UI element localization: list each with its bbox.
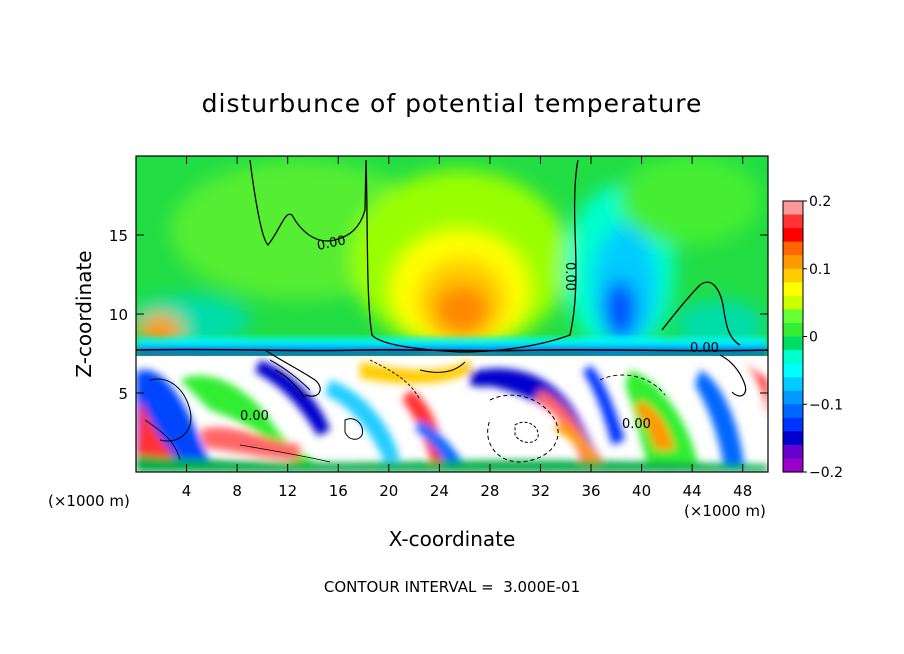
- chart-title: disturbunce of potential temperature: [202, 89, 703, 118]
- colorbar-segment: [783, 390, 803, 405]
- x-tick-label: 28: [480, 482, 499, 500]
- contour-zero-right: [661, 281, 741, 346]
- colorbar-segment: [783, 458, 803, 473]
- x-tick-label: 36: [581, 482, 600, 500]
- x-tick-label: 32: [531, 482, 550, 500]
- colorbar-segment: [783, 322, 803, 338]
- interface-bands: [136, 338, 768, 355]
- colorbar-ticks: 0.2 0.1 0 −0.1 −0.2: [803, 194, 843, 481]
- colorbar-segment: [783, 295, 803, 310]
- upper-field: [136, 156, 765, 355]
- x-axis-ticks: 4 8 12 16 20 24 28 32 36 40 44 48: [182, 156, 752, 500]
- x-tick-label: 8: [232, 482, 242, 500]
- colorbar-segment: [783, 336, 803, 351]
- colorbar-segment: [783, 350, 803, 365]
- y-axis-label: Z-coordinate: [72, 250, 96, 377]
- colorbar-segment: [783, 377, 803, 392]
- colorbar: [782, 200, 804, 473]
- x-axis-unit-left: (×1000 m): [48, 492, 130, 510]
- contour-interface: [136, 348, 768, 352]
- colorbar-segment: [783, 201, 803, 216]
- colorbar-segment: [783, 268, 803, 283]
- x-tick-label: 44: [683, 482, 702, 500]
- x-tick-label: 12: [278, 482, 297, 500]
- x-tick-label: 24: [430, 482, 449, 500]
- colorbar-segment: [783, 282, 803, 297]
- colorbar-segment: [783, 241, 803, 256]
- colorbar-tick-label: 0: [809, 330, 818, 346]
- colorbar-segment: [783, 228, 803, 243]
- contour-label-group: 0.00 0.00 0.00 0.00 0.00: [240, 233, 719, 432]
- colorbar-segment: [783, 404, 803, 419]
- colorbar-segment: [783, 255, 803, 270]
- x-tick-label: 48: [733, 482, 752, 500]
- contour-interval-note: CONTOUR INTERVAL = 3.000E-01: [324, 578, 580, 596]
- contour-lines: [136, 159, 768, 463]
- colorbar-tick-label: 0.1: [809, 262, 831, 278]
- plot-area: 0.00 0.00 0.00 0.00 0.00: [136, 156, 768, 472]
- x-tick-label: 20: [379, 482, 398, 500]
- colorbar-segment: [783, 444, 803, 460]
- colorbar-segment: [783, 417, 803, 432]
- x-tick-label: 40: [632, 482, 651, 500]
- x-tick-label: 4: [182, 482, 192, 500]
- colorbar-tick-label: −0.2: [809, 465, 843, 481]
- x-axis-label: X-coordinate: [389, 527, 516, 551]
- x-tick-label: 16: [329, 482, 348, 500]
- contour-label-2: 0.00: [562, 262, 577, 291]
- y-axis-ticks: 5 10 15: [109, 227, 768, 403]
- x-axis-unit-right: (×1000 m): [684, 502, 766, 520]
- contour-zero-left: [249, 159, 367, 246]
- contour-label-3: 0.00: [690, 341, 719, 356]
- y-tick-label: 10: [109, 306, 128, 324]
- colorbar-segment: [783, 214, 803, 229]
- contour-label-5: 0.00: [622, 417, 651, 432]
- colorbar-segment: [783, 309, 803, 324]
- colorbar-tick-label: 0.2: [809, 194, 831, 210]
- colorbar-segment: [783, 363, 803, 378]
- colorbar-tick-label: −0.1: [809, 397, 843, 413]
- colorbar-segment: [783, 431, 803, 446]
- contour-label-1: 0.00: [316, 233, 347, 254]
- contour-label-4: 0.00: [240, 409, 269, 424]
- y-tick-label: 15: [109, 227, 128, 245]
- y-tick-label: 5: [118, 385, 128, 403]
